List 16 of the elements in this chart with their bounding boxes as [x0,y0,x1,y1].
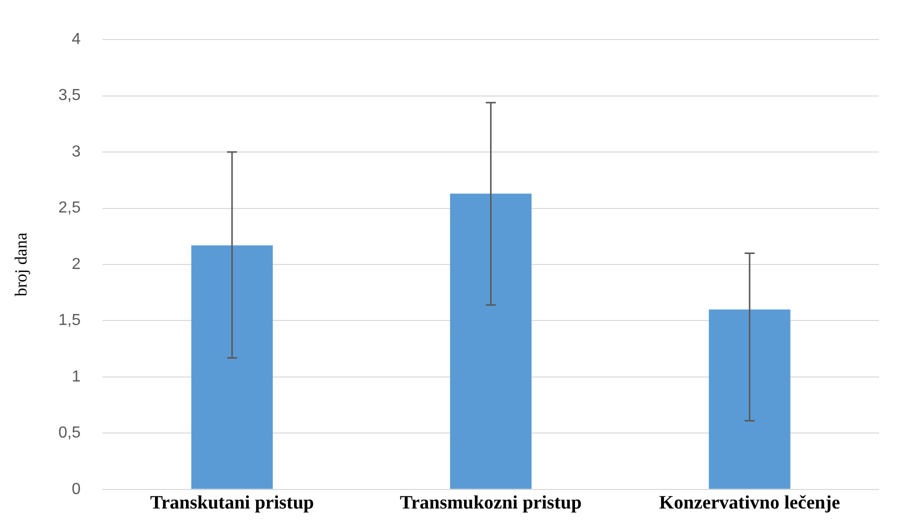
y-tick-label: 4 [72,31,81,48]
y-tick-label: 0,5 [58,424,81,442]
y-tick-label: 0 [72,480,81,498]
y-tick-label: 3,5 [58,87,81,104]
y-tick-label: 2 [72,256,81,273]
bar [708,309,790,489]
y-tick-label: 1 [72,368,81,386]
y-tick-label: 3 [72,143,81,160]
bar [450,194,532,489]
y-tick-label: 1,5 [58,312,81,330]
bar [191,245,273,489]
y-axis-title: broj dana [12,232,31,296]
y-tick-label: 2,5 [58,200,81,217]
x-tick-label: Transkutani pristup [150,492,314,514]
x-tick-label: Konzervativno lečenje [659,492,840,514]
x-tick-label: Transmukozni pristup [400,492,582,514]
